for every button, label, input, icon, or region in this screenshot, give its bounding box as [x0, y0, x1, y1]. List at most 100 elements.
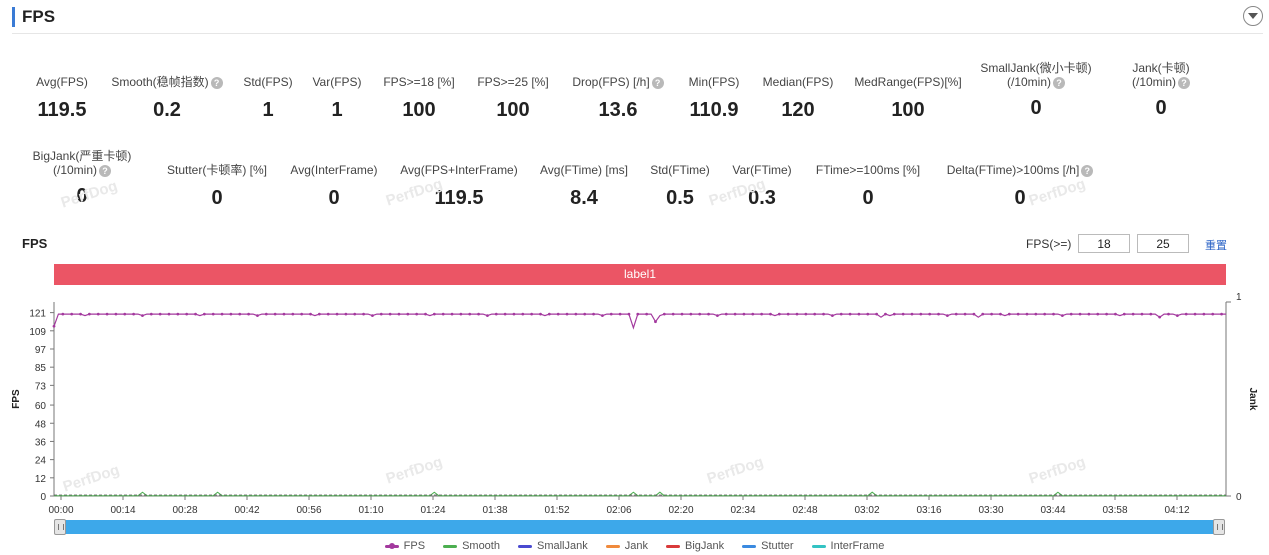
metric-label: FTime>=100ms [%] — [778, 163, 958, 177]
fps-point — [698, 312, 702, 316]
metric-value: 1 — [262, 99, 274, 121]
metric-metrics_row2-5: Std(FTime) 0.5 — [590, 163, 770, 210]
metric-metrics_row1-7: Min(FPS) 110.9 — [624, 75, 804, 122]
legend-item-interframe[interactable]: InterFrame — [811, 540, 884, 552]
fps-point — [220, 312, 224, 316]
legend-item-smalljank[interactable]: SmallJank — [517, 540, 588, 552]
fps-point — [353, 312, 357, 316]
help-icon[interactable]: ? — [651, 76, 664, 89]
y-tick-label: 85 — [35, 363, 47, 374]
x-tick-label: 03:44 — [1040, 505, 1065, 516]
metric-label: Stutter(卡顿率) [%] — [127, 163, 307, 177]
fps-point — [105, 312, 109, 316]
fps-point — [388, 312, 392, 316]
help-icon[interactable]: ? — [1178, 76, 1190, 89]
fps-point — [176, 312, 180, 316]
metric-label-text: SmallJank(微小卡顿) — [980, 61, 1092, 75]
metric-label: MedRange(FPS)[%] — [818, 75, 998, 89]
fps-point — [167, 312, 171, 316]
metric-label-text: Median(FPS) — [762, 75, 834, 89]
fps-point — [194, 312, 197, 316]
fps-point — [954, 312, 958, 316]
metric-label-unit: (/10min) — [52, 163, 97, 177]
x-tick-label: 00:42 — [234, 505, 259, 516]
metric-metrics_row1-0: Avg(FPS) 119.5 — [0, 75, 152, 122]
fps-chart[interactable]: 0 12 24 36 48 60 73 85 97 109 121 0 1 FPS Jank 00:00 00:… — [0, 290, 1269, 518]
metric-value: 0.2 — [153, 99, 181, 121]
x-tick-label: 02:20 — [668, 505, 693, 516]
metric-label-text: Std(FTime) — [650, 163, 710, 177]
fps-point — [654, 320, 657, 324]
help-icon[interactable]: ? — [1053, 76, 1065, 89]
metric-label: BigJank(严重卡顿) — [0, 149, 172, 163]
fps-point — [601, 314, 604, 318]
fps-point — [583, 312, 587, 316]
fps-point — [1184, 312, 1188, 316]
y-tick-label: 24 — [35, 456, 47, 467]
metric-metrics_row1-8: Median(FPS) 120 — [708, 75, 888, 122]
legend-item-bigjank[interactable]: BigJank — [665, 540, 724, 552]
fps-point — [919, 312, 923, 316]
reset-button[interactable]: 重置 — [1205, 240, 1227, 252]
metric-metrics_row2-7: FTime>=100ms [%] 0 — [778, 163, 958, 210]
y-right-tick-label: 1 — [1236, 292, 1242, 303]
x-tick-label: 00:00 — [48, 505, 73, 516]
fps-point — [707, 312, 710, 316]
metric-label-text: FTime>=100ms [%] — [815, 163, 921, 177]
fps-point — [521, 312, 525, 316]
legend-swatch — [665, 544, 680, 548]
fps-point — [795, 312, 799, 316]
metric-label: Min(FPS) — [624, 75, 804, 89]
metric-label-text: FPS>=18 [%] — [383, 75, 455, 89]
metric-label-text: Drop(FPS) [/h] — [572, 75, 650, 89]
label-band[interactable]: label1 — [54, 264, 1226, 285]
metric-value: 1 — [331, 99, 343, 121]
metric-label: Delta(FTime)>100ms [/h]? — [930, 163, 1110, 177]
metric-label-text: Var(FPS) — [312, 75, 362, 89]
legend-item-fps[interactable]: FPS — [384, 540, 425, 552]
x-tick-label: 04:12 — [1164, 505, 1189, 516]
fps-point — [645, 312, 649, 316]
metric-label-text: Var(FTime) — [732, 163, 792, 177]
fps-point — [1043, 312, 1047, 316]
section-title: FPS — [22, 7, 56, 26]
collapse-toggle-button[interactable] — [1243, 6, 1263, 26]
metric-label-text: Avg(InterFrame) — [290, 163, 378, 177]
legend-item-jank[interactable]: Jank — [605, 540, 648, 552]
legend-item-stutter[interactable]: Stutter — [742, 540, 794, 552]
fps-point — [857, 312, 861, 316]
metric-metrics_row1-10: SmallJank(微小卡顿) (/10min)? 0 — [946, 61, 1126, 120]
fps-point — [866, 312, 870, 316]
legend-item-smooth[interactable]: Smooth — [443, 540, 500, 552]
metric-value: 0 — [1030, 97, 1042, 119]
threshold-input-2[interactable] — [1137, 234, 1189, 253]
range-end-handle[interactable] — [1213, 519, 1225, 535]
fps-point — [432, 312, 436, 316]
fps-point — [990, 312, 993, 316]
fps-point — [786, 312, 790, 316]
fps-point — [1025, 312, 1029, 316]
time-range-scrollbar[interactable] — [54, 519, 1225, 535]
metric-label-unit: (/10min) — [1131, 75, 1176, 89]
help-icon[interactable]: ? — [99, 164, 111, 177]
metric-label: Avg(FPS+InterFrame) — [369, 163, 549, 177]
metric-label-text: Std(FPS) — [243, 75, 293, 89]
metric-label-text: Avg(FPS) — [36, 75, 88, 89]
help-icon[interactable]: ? — [210, 76, 223, 89]
x-tick-label: 00:14 — [110, 505, 135, 516]
fps-point — [804, 312, 808, 316]
fps-point — [777, 312, 781, 316]
metric-label-text: BigJank(严重卡顿) — [32, 149, 132, 163]
metric-label-text: Smooth(稳帧指数) — [111, 75, 209, 89]
fps-point — [52, 324, 56, 328]
help-icon[interactable]: ? — [1081, 164, 1094, 177]
metric-label: FPS>=25 [%] — [423, 75, 603, 89]
metric-label: Var(FPS) — [247, 75, 427, 89]
fps-point — [1105, 312, 1108, 316]
x-tick-label: 00:56 — [296, 505, 321, 516]
fps-point — [362, 312, 365, 316]
range-start-handle[interactable] — [54, 519, 66, 535]
metric-value: 119.5 — [37, 99, 87, 121]
threshold-input-1[interactable] — [1078, 234, 1130, 253]
fps-point — [132, 312, 136, 316]
